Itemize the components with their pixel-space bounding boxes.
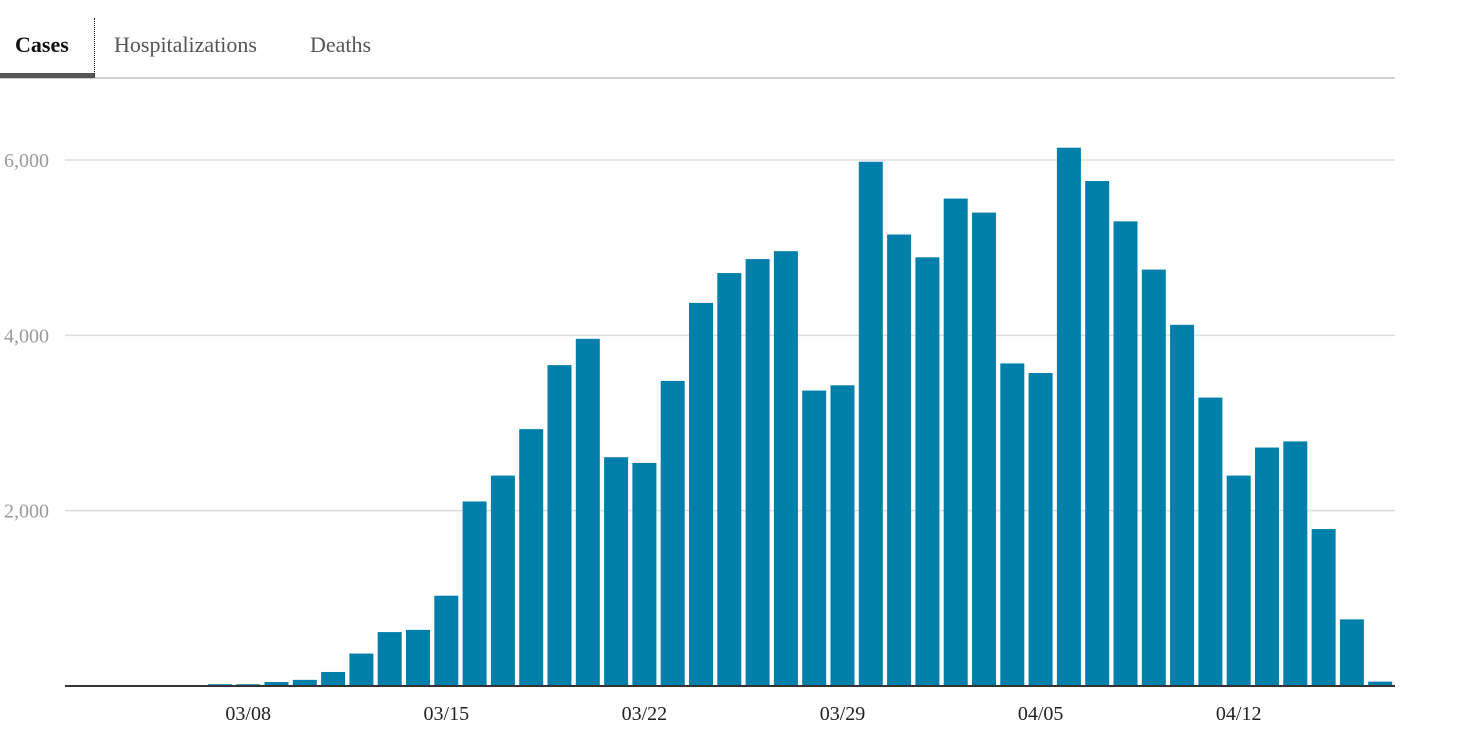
x-tick-label: 04/12 [1216, 703, 1262, 725]
bar [830, 385, 855, 686]
active-tab-indicator [0, 73, 95, 78]
tab-bar: Cases Hospitalizations Deaths [0, 0, 1395, 80]
x-tick-label: 03/22 [622, 703, 668, 725]
bar [802, 390, 827, 686]
bar [660, 380, 685, 686]
bar [292, 679, 317, 686]
bar [1198, 397, 1223, 686]
bar [490, 475, 515, 686]
bar [1226, 475, 1251, 686]
bar [604, 457, 629, 686]
bar [1000, 363, 1025, 686]
bar [321, 671, 346, 686]
bar [349, 653, 374, 686]
bar [632, 462, 657, 686]
tab-bar-divider [0, 77, 1395, 79]
x-tick-label: 03/15 [424, 703, 470, 725]
bar [1339, 619, 1364, 686]
bar [1028, 373, 1053, 686]
bar [1255, 447, 1279, 686]
bar [264, 682, 289, 686]
y-tick-label: 6,000 [4, 150, 49, 172]
bar [1141, 269, 1166, 686]
bar [887, 234, 912, 686]
tab-cases[interactable]: Cases [15, 32, 69, 57]
bar [773, 251, 798, 686]
y-tick-label: 4,000 [4, 325, 49, 347]
bar [1085, 181, 1110, 687]
bar [858, 161, 883, 687]
bar [943, 198, 968, 686]
bar [575, 338, 600, 686]
bar [915, 257, 940, 686]
bar [1311, 529, 1336, 686]
bar [519, 429, 544, 686]
bar [745, 259, 770, 686]
x-tick-label: 04/05 [1018, 703, 1064, 725]
tab-focus-outline [94, 18, 95, 76]
bar [689, 302, 713, 686]
bar [717, 273, 742, 686]
bar [1283, 441, 1308, 686]
x-tick-label: 03/08 [225, 703, 271, 725]
x-tick-label: 03/29 [820, 703, 866, 725]
tab-hospitalizations[interactable]: Hospitalizations [114, 32, 257, 57]
bar [1170, 324, 1195, 686]
bar [377, 632, 402, 686]
tab-deaths[interactable]: Deaths [310, 32, 372, 57]
bar [972, 212, 996, 686]
bar [462, 501, 487, 686]
y-tick-label: 2,000 [4, 501, 49, 523]
bar [406, 629, 430, 686]
bar [1113, 221, 1138, 686]
bar [547, 365, 572, 686]
bar [434, 595, 459, 686]
bar [1368, 681, 1393, 686]
bar [1056, 147, 1081, 686]
